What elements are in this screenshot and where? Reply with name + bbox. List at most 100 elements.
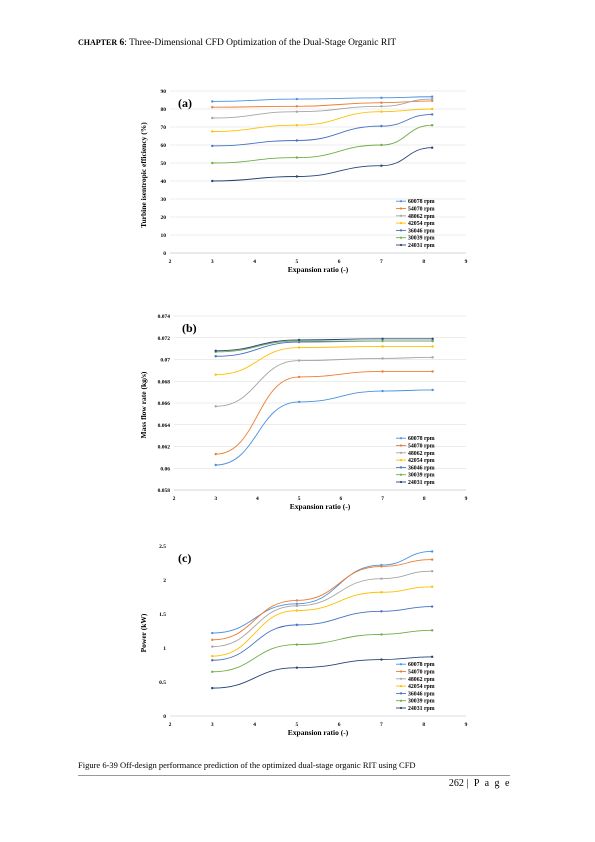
- chart-a-data-point: [211, 161, 214, 165]
- chart-c-xtick-label: 4: [253, 722, 256, 728]
- chart-b-legend-marker: [399, 444, 403, 447]
- chart-b-data-point: [214, 355, 217, 358]
- chart-b-series-line: [215, 356, 433, 407]
- chart-c-legend-marker: [399, 670, 403, 673]
- chart-b-ytick-label: 0.064: [158, 423, 171, 429]
- chart-a-data-point: [430, 95, 434, 98]
- chart-a-ytick-label: 80: [161, 107, 167, 113]
- chart-c-series-line: [212, 606, 433, 661]
- footer-divider: [78, 775, 510, 776]
- chart-b-legend-marker: [399, 473, 403, 476]
- chart-a-legend-marker: [399, 229, 403, 232]
- chart-b-legend-label: 36046 rpm: [408, 465, 435, 471]
- chart-b-xtick-label: 5: [298, 496, 301, 502]
- chart-c-legend-label: 60078 rpm: [408, 662, 435, 668]
- chart-c-legend-marker: [399, 663, 403, 666]
- chart-c-data-point: [211, 686, 214, 690]
- chart-c-svg: 0 0.5 1 1.5 2 2.5 2 3 4 5 6 7 8 9 Expansion ratio (-) P…: [139, 544, 468, 737]
- chart-a-legend-marker: [399, 243, 403, 247]
- chart-a-data-point: [430, 107, 434, 111]
- chart-b-data-point: [297, 338, 301, 342]
- chart-a-data-point: [380, 101, 383, 104]
- chart-a-legend-marker: [399, 214, 403, 217]
- chart-c-data-point: [211, 670, 214, 673]
- chart-c-data-point: [380, 633, 383, 636]
- chart-c-data-point: [380, 610, 383, 613]
- chart-a-data-point: [380, 124, 383, 128]
- chart-a-data-point: [211, 130, 214, 133]
- chart-a-ytick-label: 40: [161, 179, 167, 185]
- chart-c-xtick-label: 5: [295, 722, 298, 728]
- chart-b-ytick-label: 0.07: [160, 358, 170, 364]
- chart-b-y-axis-title: Mass flow rate (kg/s): [139, 371, 148, 438]
- chart-b-xtick-label: 4: [256, 496, 259, 502]
- chart-b-data-point: [381, 339, 384, 343]
- chart-a-data-point: [380, 105, 383, 108]
- chart-b-legend-marker: [399, 480, 403, 484]
- chart-c-series-line: [212, 570, 433, 648]
- chart-b-data-point: [297, 375, 301, 379]
- chart-b-svg: 0.058 0.06 0.062 0.064 0.066 0.068 0.07 0.072 0.…: [139, 314, 468, 511]
- chart-b-data-point: [381, 370, 384, 373]
- chart-b-data-point: [214, 349, 217, 352]
- chart-a-legend-marker: [399, 222, 403, 225]
- figure-caption: Figure 6-39 Off-design performance predi…: [78, 760, 416, 770]
- chart-a-ytick-label: 10: [161, 233, 167, 239]
- chart-b-xtick-label: 9: [465, 496, 468, 502]
- chart-a-series-line: [212, 96, 433, 102]
- chart-c-data-point: [295, 666, 299, 669]
- chapter-title: : Three-Dimensional CFD Optimization of …: [124, 38, 397, 48]
- chart-b-data-point: [431, 337, 434, 341]
- chart-c-data-point: [380, 577, 383, 580]
- chart-a-data-point: [295, 156, 299, 159]
- chart-b-xtick-label: 8: [423, 496, 426, 502]
- chart-c-series-line: [212, 629, 433, 673]
- chart-a-y-axis-title: Turbine isentropic efficiency (%): [139, 122, 148, 228]
- chart-b-xtick-label: 7: [381, 496, 384, 502]
- chart-c-ytick-label: 2.5: [159, 544, 166, 550]
- chart-b-data-point: [297, 400, 301, 404]
- chart-a-series-line: [212, 108, 433, 132]
- chart-a-series-line: [212, 147, 433, 182]
- chart-b-xtick-label: 2: [173, 496, 176, 502]
- chart-a-legend-label: 36046 rpm: [408, 228, 435, 234]
- chart-b-legend-label: 42054 rpm: [408, 458, 435, 464]
- chart-a-svg: 0 10 20 30 40 50 60 70 80 90 2 3 4 5 6 7 8 9 Expansion rat…: [139, 89, 468, 274]
- chart-a-data-point: [211, 106, 214, 109]
- chart-a-legend-label: 60078 rpm: [408, 199, 435, 205]
- chart-a-series-line: [212, 113, 433, 147]
- chart-b-legend-label: 48062 rpm: [408, 451, 435, 457]
- chart-b-ytick-label: 0.068: [158, 379, 171, 385]
- chart-a-x-axis-title: Expansion ratio (-): [288, 265, 349, 274]
- chart-b-xtick-label: 3: [214, 496, 217, 502]
- chart-b-ytick-label: 0.066: [158, 401, 171, 407]
- chart-a-xtick-label: 3: [211, 259, 214, 265]
- chart-c-xtick-label: 6: [338, 722, 341, 728]
- chart-c-ytick-label: 1: [163, 646, 166, 652]
- chart-b-data-point: [431, 345, 434, 348]
- chart-b-panel-label: (b): [182, 321, 197, 335]
- chart-c-data-point: [211, 654, 214, 658]
- chart-c-panel-label: (c): [178, 551, 191, 565]
- chart-c-legend-label: 24031 rpm: [408, 706, 435, 712]
- chart-c-xtick-label: 2: [169, 722, 172, 728]
- chart-c-data-point: [430, 558, 434, 561]
- chart-c-ytick-label: 2: [163, 578, 166, 584]
- chart-a-xtick-label: 4: [253, 259, 256, 265]
- chart-c-xtick-label: 8: [422, 722, 425, 728]
- chart-a-data-point: [380, 143, 383, 147]
- chart-c-series-line: [212, 586, 433, 657]
- chart-a-data-point: [295, 110, 299, 113]
- chart-b-legend-label: 54070 rpm: [408, 444, 435, 450]
- chart-b-data-point: [297, 359, 301, 362]
- chart-c-legend-marker: [399, 699, 403, 702]
- chart-a-data-point: [430, 113, 434, 116]
- chart-b-data-point: [214, 373, 217, 376]
- chart-a-data-point: [430, 99, 434, 103]
- chart-b-legend-marker: [399, 466, 403, 469]
- chart-b-legend-marker: [399, 451, 403, 454]
- chart-a-xtick-label: 5: [295, 259, 298, 265]
- chart-b-series-line: [215, 389, 433, 466]
- chart-b-series-line: [215, 346, 433, 376]
- chart-b-legend-label: 30039 rpm: [408, 473, 435, 479]
